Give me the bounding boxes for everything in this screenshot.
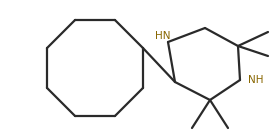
- Text: NH: NH: [248, 75, 263, 85]
- Text: HN: HN: [155, 31, 171, 41]
